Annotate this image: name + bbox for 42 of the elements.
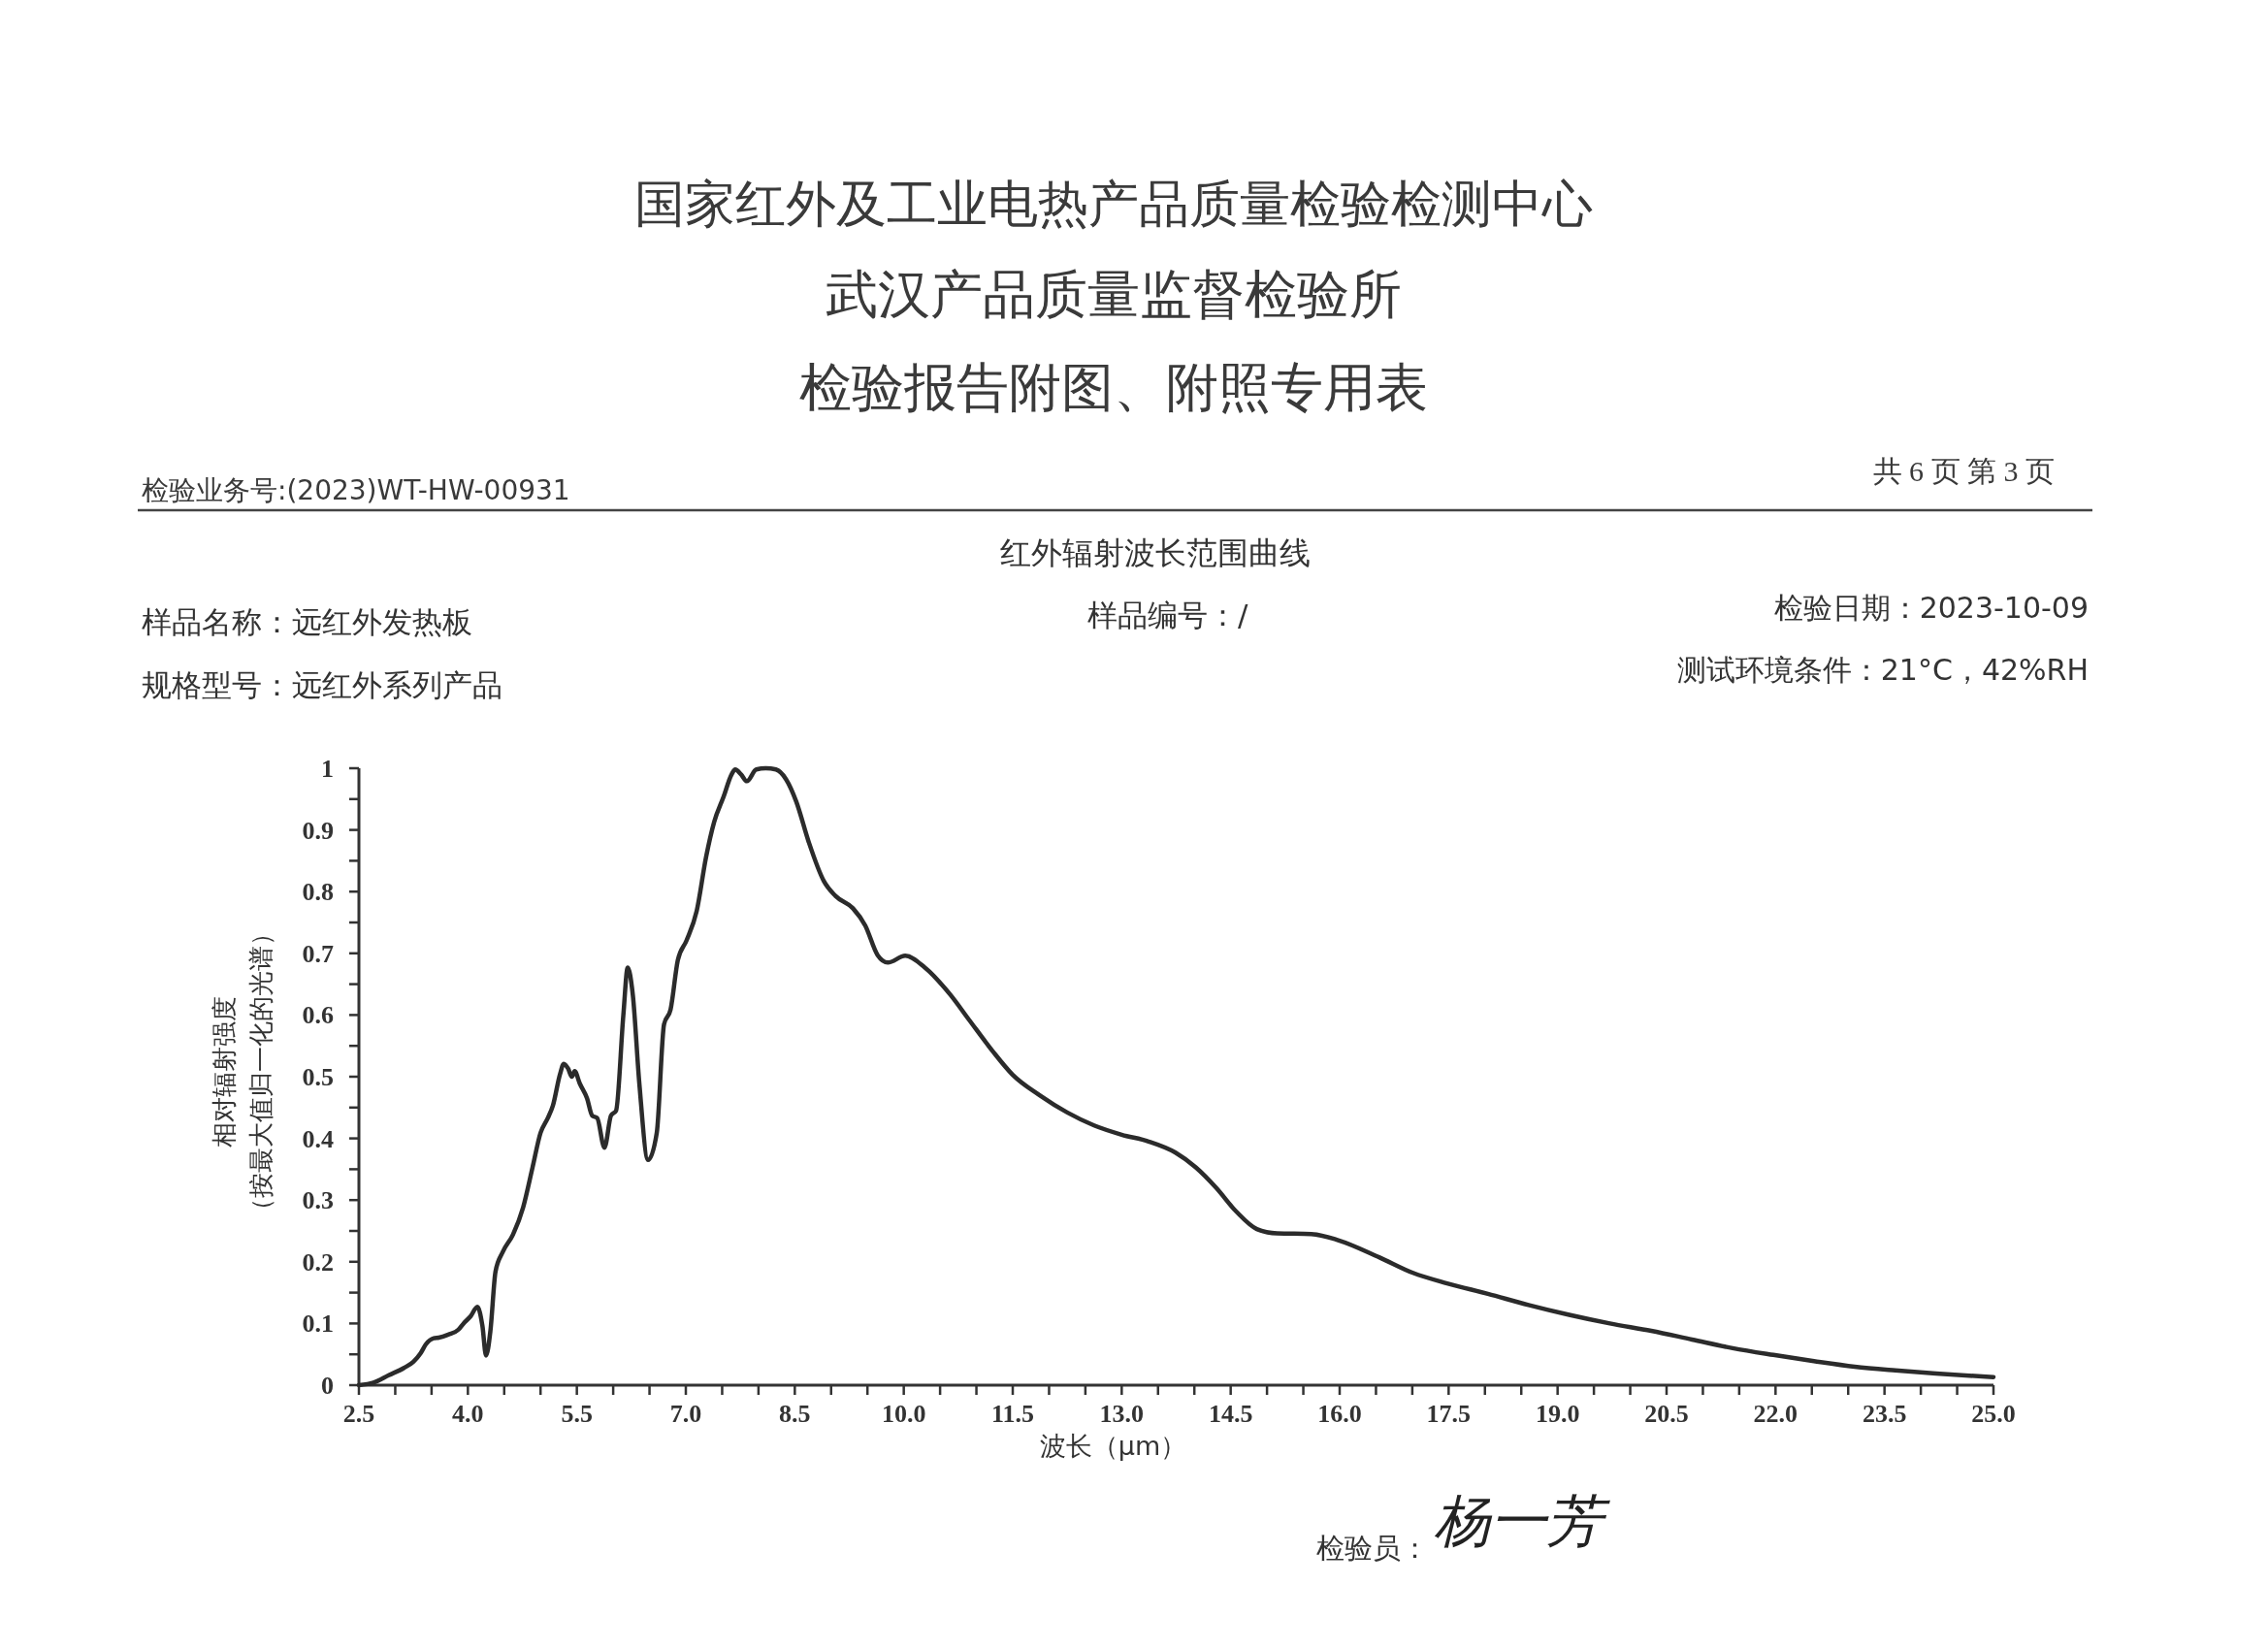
text: 国家红外及工业电热产品质量检验检测中心 bbox=[634, 175, 1593, 233]
x-tick-label: 20.5 bbox=[1644, 1400, 1689, 1428]
text: 检验报告附图、附照专用表 bbox=[799, 357, 1428, 418]
text: 样品名称：远红外发热板 bbox=[142, 604, 472, 639]
y-axis-title: 相对辐射强度（按最大值归一化的光谱） bbox=[210, 921, 275, 1223]
x-axis-title: 波长（μm） bbox=[1039, 1431, 1187, 1461]
y-tick-label: 0.2 bbox=[302, 1247, 334, 1277]
y-tick-label: 0.5 bbox=[302, 1063, 334, 1091]
x-tick-label: 2.5 bbox=[342, 1400, 375, 1428]
x-tick-label: 14.5 bbox=[1208, 1400, 1253, 1428]
text: 检验员： bbox=[1316, 1532, 1429, 1565]
text: 检验日期：2023-10-09 bbox=[1773, 591, 2089, 625]
x-tick-label: 25.0 bbox=[1971, 1400, 2016, 1428]
x-tick-label: 10.0 bbox=[881, 1400, 926, 1428]
text: 共 6 页 第 3 页 bbox=[1872, 455, 2055, 487]
y-tick-label: 1 bbox=[321, 755, 334, 783]
y-tick-label: 0.6 bbox=[302, 1001, 334, 1030]
text: 样品编号：/ bbox=[1087, 598, 1248, 632]
text: 测试环境条件：21°C，42%RH bbox=[1676, 653, 2089, 687]
y-tick-label: 0.8 bbox=[302, 878, 334, 907]
y-tick-label: 0 bbox=[321, 1372, 334, 1400]
chart-title: 红外辐射波长范围曲线 bbox=[1000, 534, 1311, 571]
text: 杨一芳 bbox=[1434, 1490, 1610, 1553]
y-tick-label: 0.4 bbox=[302, 1124, 334, 1153]
x-tick-label: 23.5 bbox=[1862, 1400, 1907, 1428]
y-tick-label: 0.3 bbox=[302, 1186, 334, 1215]
x-tick-label: 17.5 bbox=[1426, 1400, 1472, 1428]
x-tick-label: 7.0 bbox=[669, 1400, 702, 1428]
y-tick-label: 0.7 bbox=[302, 939, 334, 968]
x-tick-label: 22.0 bbox=[1753, 1400, 1798, 1428]
x-tick-label: 13.0 bbox=[1099, 1400, 1145, 1428]
x-tick-label: 11.5 bbox=[990, 1400, 1035, 1428]
x-tick-label: 16.0 bbox=[1317, 1400, 1362, 1428]
x-tick-label: 8.5 bbox=[779, 1400, 811, 1428]
text: 规格型号：远红外系列产品 bbox=[142, 667, 502, 702]
x-tick-label: 5.5 bbox=[561, 1400, 593, 1428]
y-tick-label: 0.9 bbox=[302, 816, 334, 845]
x-tick-label: 19.0 bbox=[1535, 1400, 1580, 1428]
text: 检验业务号:(2023)WT-HW-00931 bbox=[142, 474, 570, 506]
text: 武汉产品质量监督检验所 bbox=[826, 264, 1402, 325]
y-tick-label: 0.1 bbox=[302, 1310, 334, 1339]
x-tick-label: 4.0 bbox=[452, 1400, 484, 1428]
